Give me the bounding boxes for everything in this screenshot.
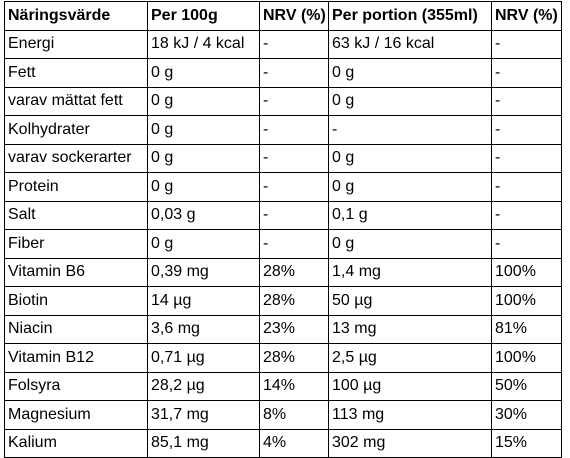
per-100g-cell: 0 g [147, 58, 260, 88]
nrv-100g-cell: - [259, 86, 329, 116]
per-100g-cell: 0 g [147, 115, 260, 145]
header-cell-nrv-portion: NRV (%) [491, 1, 562, 31]
nrv-100g-cell: 4% [259, 428, 329, 458]
per-100g-cell: 14 µg [147, 286, 260, 316]
nutrient-name-cell: Vitamin B12 [4, 343, 148, 373]
per-100g-cell: 0,03 g [147, 200, 260, 230]
table-row: Niacin 3,6 mg 23% 13 mg 81% [4, 314, 562, 344]
per-portion-cell: 113 mg [328, 400, 492, 430]
nrv-portion-cell: 81% [491, 314, 562, 344]
nrv-100g-cell: - [259, 58, 329, 88]
nrv-portion-cell: 100% [491, 286, 562, 316]
table-row: Energi 18 kJ / 4 kcal -63 kJ / 16 kcal - [4, 29, 562, 59]
per-portion-cell: 0 g [328, 229, 492, 259]
nrv-100g-cell: - [259, 29, 329, 59]
nutrient-name-cell: varav sockerarter [4, 143, 148, 173]
per-100g-cell: 0 g [147, 143, 260, 173]
nutrient-name-cell: Energi [4, 29, 148, 59]
nutrient-name-cell: Biotin [4, 286, 148, 316]
nutrient-name-cell: Niacin [4, 314, 148, 344]
table-row: varav sockerarter 0 g-0 g- [4, 143, 562, 173]
nutrient-name-cell: Fiber [4, 229, 148, 259]
per-portion-cell: 0 g [328, 58, 492, 88]
per-100g-cell: 28,2 µg [147, 371, 260, 401]
nutrient-name-cell: Vitamin B6 [4, 257, 148, 287]
per-100g-cell: 85,1 mg [147, 428, 260, 458]
per-100g-cell: 0,39 mg [147, 257, 260, 287]
nutrition-table: Näringsvärde Per 100g NRV (%) Per portio… [4, 1, 562, 458]
table-row: Vitamin B6 0,39 mg 28% 1,4 mg 100% [4, 257, 562, 287]
table-row: Vitamin B12 0,71 µg 28% 2,5 µg 100% [4, 343, 562, 373]
nutrient-name-cell: varav mättat fett [4, 86, 148, 116]
per-100g-cell: 0 g [147, 86, 260, 116]
nrv-portion-cell: 30% [491, 400, 562, 430]
nrv-100g-cell: 8% [259, 400, 329, 430]
nrv-100g-cell: - [259, 143, 329, 173]
per-portion-cell: 2,5 µg [328, 343, 492, 373]
per-portion-cell: 0 g [328, 172, 492, 202]
nrv-100g-cell: 14% [259, 371, 329, 401]
nutrient-name-cell: Magnesium [4, 400, 148, 430]
per-portion-cell: 302 mg [328, 428, 492, 458]
nrv-portion-cell: 100% [491, 257, 562, 287]
per-100g-cell: 18 kJ / 4 kcal [147, 29, 260, 59]
table-row: Folsyra 28,2 µg 14% 100 µg 50% [4, 371, 562, 401]
per-portion-cell: 63 kJ / 16 kcal [328, 29, 492, 59]
per-100g-cell: 31,7 mg [147, 400, 260, 430]
table-row: Kalium 85,1 mg 4% 302 mg 15% [4, 428, 562, 458]
nrv-100g-cell: - [259, 200, 329, 230]
per-100g-cell: 3,6 mg [147, 314, 260, 344]
nutrient-name-cell: Kolhydrater [4, 115, 148, 145]
nrv-100g-cell: - [259, 172, 329, 202]
nrv-portion-cell: 15% [491, 428, 562, 458]
per-portion-cell: 0 g [328, 143, 492, 173]
table-row: varav mättat fett 0 g-0 g- [4, 86, 562, 116]
table-row: Fett 0 g-0 g- [4, 58, 562, 88]
header-cell-per-100g: Per 100g [147, 1, 260, 31]
nrv-100g-cell: 23% [259, 314, 329, 344]
nutrient-name-cell: Folsyra [4, 371, 148, 401]
nutrient-name-cell: Salt [4, 200, 148, 230]
table-row: Kolhydrater 0 g--- [4, 115, 562, 145]
nrv-portion-cell: 100% [491, 343, 562, 373]
table-row: Protein 0 g-0 g- [4, 172, 562, 202]
nrv-portion-cell: - [491, 115, 562, 145]
header-cell-per-portion: Per portion (355ml) [328, 1, 492, 31]
table-row: Fiber 0 g-0 g- [4, 229, 562, 259]
nrv-portion-cell: - [491, 86, 562, 116]
nrv-100g-cell: 28% [259, 286, 329, 316]
nrv-portion-cell: - [491, 172, 562, 202]
per-portion-cell: - [328, 115, 492, 145]
nrv-portion-cell: 50% [491, 371, 562, 401]
per-100g-cell: 0 g [147, 172, 260, 202]
nrv-100g-cell: 28% [259, 257, 329, 287]
per-100g-cell: 0 g [147, 229, 260, 259]
table-row: Biotin 14 µg 28% 50 µg 100% [4, 286, 562, 316]
table-row: Magnesium 31,7 mg 8% 113 mg 30% [4, 400, 562, 430]
nrv-portion-cell: - [491, 143, 562, 173]
per-portion-cell: 13 mg [328, 314, 492, 344]
header-cell-nrv-100g: NRV (%) [259, 1, 329, 31]
nutrient-name-cell: Fett [4, 58, 148, 88]
table-row: Salt 0,03 g -0,1 g- [4, 200, 562, 230]
nrv-100g-cell: 28% [259, 343, 329, 373]
per-portion-cell: 100 µg [328, 371, 492, 401]
nrv-portion-cell: - [491, 200, 562, 230]
per-portion-cell: 0,1 g [328, 200, 492, 230]
nrv-portion-cell: - [491, 29, 562, 59]
nutrient-name-cell: Kalium [4, 428, 148, 458]
table-header-row: Näringsvärde Per 100g NRV (%) Per portio… [4, 1, 562, 31]
nrv-100g-cell: - [259, 229, 329, 259]
per-100g-cell: 0,71 µg [147, 343, 260, 373]
nrv-portion-cell: - [491, 229, 562, 259]
per-portion-cell: 0 g [328, 86, 492, 116]
nrv-100g-cell: - [259, 115, 329, 145]
per-portion-cell: 50 µg [328, 286, 492, 316]
nutrient-name-cell: Protein [4, 172, 148, 202]
nrv-portion-cell: - [491, 58, 562, 88]
table-body: Energi 18 kJ / 4 kcal -63 kJ / 16 kcal - Fet… [4, 29, 562, 458]
per-portion-cell: 1,4 mg [328, 257, 492, 287]
header-cell-nutrient: Näringsvärde [4, 1, 148, 31]
